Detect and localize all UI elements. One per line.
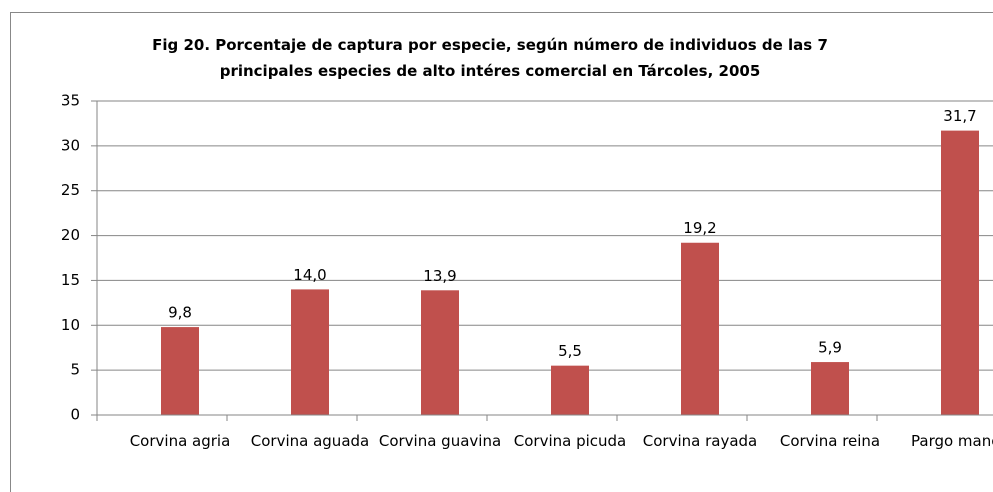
x-tick-label: Corvina rayada bbox=[642, 432, 758, 450]
bar bbox=[421, 290, 459, 415]
bar bbox=[161, 327, 199, 415]
value-label: 13,9 bbox=[423, 267, 456, 285]
y-tick-label: 15 bbox=[61, 271, 80, 289]
y-tick-label: 0 bbox=[70, 406, 80, 424]
value-label: 19,2 bbox=[683, 219, 716, 237]
y-tick-label: 35 bbox=[61, 92, 80, 110]
bar bbox=[941, 130, 979, 415]
x-tick-label: Pargo manch bbox=[911, 432, 993, 450]
y-tick-label: 20 bbox=[61, 226, 80, 244]
x-tick-label: Corvina agria bbox=[129, 432, 231, 450]
x-tick-label: Corvina aguada bbox=[250, 432, 370, 450]
x-tick-label: Corvina guavina bbox=[378, 432, 502, 450]
value-label: 31,7 bbox=[943, 107, 976, 125]
value-label: 14,0 bbox=[293, 266, 326, 284]
chart-title: Fig 20. Porcentaje de captura por especi… bbox=[152, 36, 828, 80]
x-tick-label: Corvina picuda bbox=[513, 432, 627, 450]
x-tick-label: Corvina reina bbox=[779, 432, 881, 450]
bar bbox=[811, 362, 849, 415]
value-label: 5,9 bbox=[818, 339, 842, 357]
frame bbox=[10, 12, 993, 492]
bar bbox=[291, 289, 329, 415]
bar bbox=[551, 365, 589, 415]
y-tick-label: 25 bbox=[61, 181, 80, 199]
bar bbox=[681, 242, 719, 415]
value-label: 9,8 bbox=[168, 304, 192, 322]
value-label: 5,5 bbox=[558, 342, 582, 360]
y-tick-label: 10 bbox=[61, 316, 80, 334]
y-tick-label: 30 bbox=[61, 136, 80, 154]
y-tick-label: 5 bbox=[70, 361, 80, 379]
